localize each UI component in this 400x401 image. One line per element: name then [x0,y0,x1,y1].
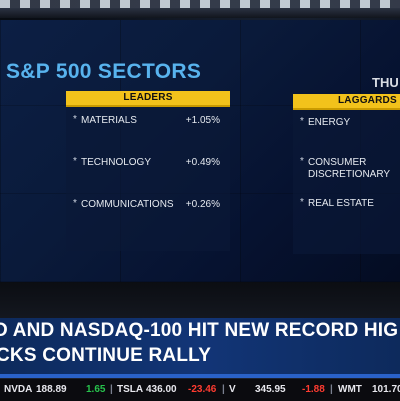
sector-name: COMMUNICATIONS [81,199,174,210]
ticker-change: -23.46 [188,384,217,395]
ticker-price: 188.89 [36,384,67,395]
bullet-icon: * [300,156,304,167]
sector-name: MATERIALS [81,115,137,126]
headline-line-1: D AND NASDAQ-100 HIT NEW RECORD HIG [0,320,399,341]
sector-change: +0.26% [185,199,220,210]
bullet-icon: * [73,156,77,167]
bullet-icon: * [300,116,304,127]
bullet-icon: * [73,114,77,125]
laggards-panel: LAGGARDS * ENERGY * CONSUMER DISCRETIONA… [293,94,400,254]
graphic-title: S&P 500 SECTORS [6,60,202,83]
ticker-price: 436.00 [146,384,177,395]
ticker-symbol: TSLA [117,384,144,395]
headline-line-2: CKS CONTINUE RALLY [0,345,212,366]
ticker-separator: | [222,384,225,395]
ticker-change: -1.88 [302,384,325,395]
laggards-header: LAGGARDS [293,94,400,108]
sector-name: TECHNOLOGY [81,157,152,168]
ticker-price: 101.70 [372,384,400,395]
sector-name: CONSUMER DISCRETIONARY [308,157,391,180]
ticker-symbol: WMT [338,384,362,395]
sector-name: ENERGY [308,117,351,128]
leaders-panel: LEADERS * MATERIALS +1.05% * TECHNOLOGY … [66,91,230,251]
bullet-icon: * [73,198,77,209]
ticker-change: 1.65 [86,384,106,395]
ticker-symbol: V [229,384,236,395]
sector-name: REAL ESTATE [308,198,374,209]
accent-strip [0,374,400,378]
sector-change: +1.05% [185,115,220,126]
ticker-symbol: NVDA [4,384,33,395]
stock-ticker: NVDA 188.89 1.65 | TSLA 436.00 -23.46 | … [0,378,400,401]
ticker-price: 345.95 [255,384,286,395]
leaders-header: LEADERS [66,91,230,105]
sector-change: +0.49% [185,157,220,168]
ceiling-band [0,8,400,18]
ceiling-lights [0,0,400,8]
bullet-icon: * [300,197,304,208]
lower-third-banner: D AND NASDAQ-100 HIT NEW RECORD HIG CKS … [0,318,400,374]
studio-floor [0,282,400,320]
ticker-separator: | [110,384,113,395]
day-label: THU [372,75,399,90]
ticker-separator: | [330,384,333,395]
